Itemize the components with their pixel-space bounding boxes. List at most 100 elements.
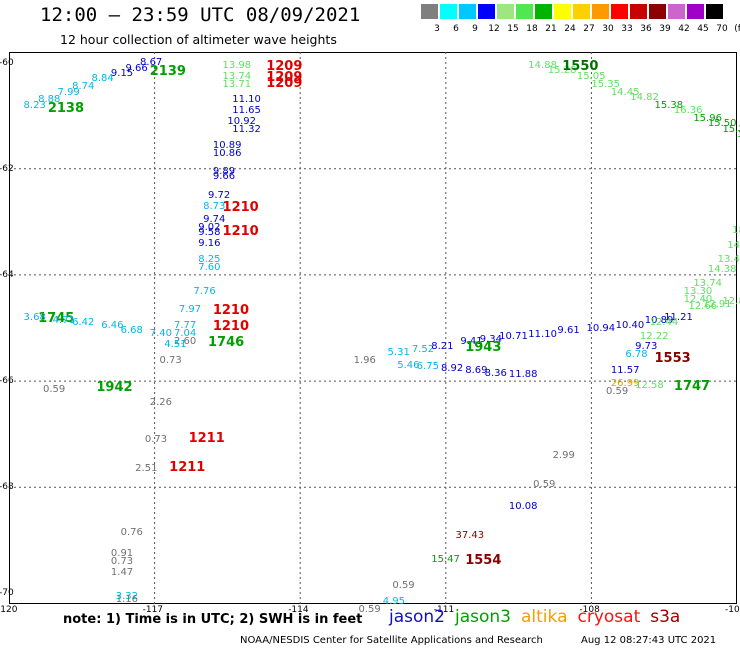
colorbar-cell (497, 4, 514, 19)
wave-height-label: 0.73 (159, 354, 182, 366)
colorbar-tick: (ft) (734, 24, 740, 34)
map-title: 12:00 — 23:59 UTC 08/09/2021 (40, 4, 361, 26)
wave-height-label: 6.78 (625, 349, 648, 361)
wave-height-label: 11.21 (664, 312, 693, 324)
x-tick-label: -105 (725, 605, 740, 615)
pass-time-label: 1210 (222, 199, 259, 215)
colorbar-tick: 21 (545, 24, 557, 34)
wave-height-label: 0.59 (392, 580, 415, 592)
colorbar-cell (573, 4, 590, 19)
colorbar-cell (421, 4, 438, 19)
colorbar-cell (687, 4, 704, 19)
wave-height-label: 6.68 (120, 325, 143, 337)
colorbar-tick: 6 (453, 24, 459, 34)
pass-time-label: 1746 (207, 334, 245, 350)
wave-height-label: 9.41 (460, 335, 483, 347)
wave-height-label: 10.92 (227, 115, 257, 127)
wave-height-label: 9.66 (125, 62, 148, 74)
map-subtitle: 12 hour collection of altimeter wave hei… (60, 32, 337, 47)
colorbar-tick: 70 (716, 24, 728, 34)
colorbar-tick: 45 (697, 24, 709, 34)
wave-height-label: 14.88 (528, 59, 557, 71)
wave-height-label: 10.71 (499, 330, 528, 342)
wave-height-label: 8.74 (72, 81, 95, 93)
wave-height-label: 9.15 (110, 67, 134, 79)
colorbar-tick: 27 (583, 24, 595, 34)
wave-height-label: 8.36 (484, 367, 507, 379)
wave-height-label: 8.73 (203, 200, 226, 212)
wave-height-label: 15.47 (431, 553, 460, 565)
y-tick-label: -62 (0, 163, 14, 174)
wave-height-label: 2.60 (174, 335, 197, 347)
wave-height-label: 13.45 (717, 253, 740, 265)
wave-height-label: 15.50 (707, 118, 737, 130)
colorbar-tick: 33 (621, 24, 633, 34)
x-tick-label: -117 (142, 605, 164, 615)
wave-height-label: 6.46 (101, 320, 124, 332)
wave-height-label: 9.34 (479, 334, 503, 346)
pass-time-label: 1210 (212, 303, 250, 319)
footer-note: note: 1) Time is in UTC; 2) SWH is in fe… (63, 612, 363, 627)
wave-height-label: 15.38 (654, 99, 684, 111)
wave-height-label: 8.69 (465, 365, 488, 377)
wave-height-label: 11.88 (508, 369, 538, 381)
wave-height-label: 12.40 (683, 293, 713, 305)
colorbar-cell (554, 4, 571, 19)
wave-height-label: 8.25 (198, 253, 221, 265)
x-tick-label: -120 (0, 605, 18, 615)
colorbar-cell (535, 4, 552, 19)
wave-height-label: 11.65 (232, 105, 261, 117)
wave-height-label: 11.10 (232, 94, 261, 106)
wave-height-label: 2.51 (135, 463, 158, 475)
pass-time-label: 1553 (654, 350, 691, 366)
colorbar-cell (592, 4, 609, 19)
wave-height-label: 13.74 (222, 70, 252, 82)
wave-height-label: 13.30 (683, 285, 713, 297)
wave-height-label: 5.46 (397, 359, 420, 371)
wave-height-label: 6.75 (416, 360, 439, 372)
altimeter-map: -120 -117 -114 -111 -108 -105 -60 -62 -64 -66 -68 -… (0, 52, 740, 615)
legend-altika: altika (521, 607, 568, 627)
wave-height-label: 14.38 (707, 264, 737, 276)
wave-height-label: 9.89 (212, 166, 236, 178)
wave-height-label: 11.57 (610, 365, 640, 377)
wave-height-label: 1.96 (353, 354, 376, 366)
wave-height-label: 15.35 (591, 78, 621, 90)
satellite-legend: jason2 jason3 altika cryosat s3a (389, 607, 690, 627)
pass-time-label: 1554 (465, 552, 502, 568)
wave-height-label: 13.98 (222, 59, 252, 71)
legend-jason2: jason2 (389, 607, 445, 627)
wave-height-label: 12.91 (703, 298, 732, 310)
timestamp: Aug 12 08:27:43 UTC 2021 (581, 635, 717, 646)
pass-time-label: 2139 (149, 64, 186, 80)
wave-height-label: 0.59 (42, 383, 66, 395)
wave-height-label: 2.26 (149, 397, 172, 408)
colorbar-tick: 18 (526, 24, 538, 34)
colorbar-cell (459, 4, 476, 19)
wave-height-label: 15.25 (722, 123, 740, 135)
wave-height-label: 9.66 (212, 171, 236, 183)
wave-height-label: 9.02 (198, 221, 221, 233)
wave-height-label: 16.36 (673, 105, 703, 117)
wave-height-label: 10.08 (508, 500, 538, 512)
wave-height-label: 13.71 (222, 78, 252, 90)
wave-height-label: 9.16 (198, 237, 221, 249)
colorbar-cell (630, 4, 647, 19)
wave-height-label: 12.44 (649, 317, 679, 329)
colorbar-tick: 39 (659, 24, 671, 34)
pass-time-label: 1211 (188, 430, 225, 446)
wave-height-label: 3.68 (23, 312, 46, 324)
colorbar-cell (611, 4, 628, 19)
y-tick-label: -70 (0, 588, 14, 599)
pass-time-label: 1550 (562, 58, 599, 74)
colorbar-cell (478, 4, 495, 19)
legend-jason3: jason3 (455, 607, 511, 627)
pass-time-label: 1942 (96, 380, 133, 396)
wave-height-label: 12.58 (635, 380, 664, 391)
wave-height-label: 10.89 (212, 139, 242, 151)
pass-time-label: 1210 (222, 223, 259, 239)
wave-height-label: 4.95 (382, 596, 405, 608)
wave-height-label: 7.76 (193, 285, 216, 297)
x-tick-label: -111 (433, 605, 455, 615)
wave-height-label: 9.72 (207, 190, 231, 201)
